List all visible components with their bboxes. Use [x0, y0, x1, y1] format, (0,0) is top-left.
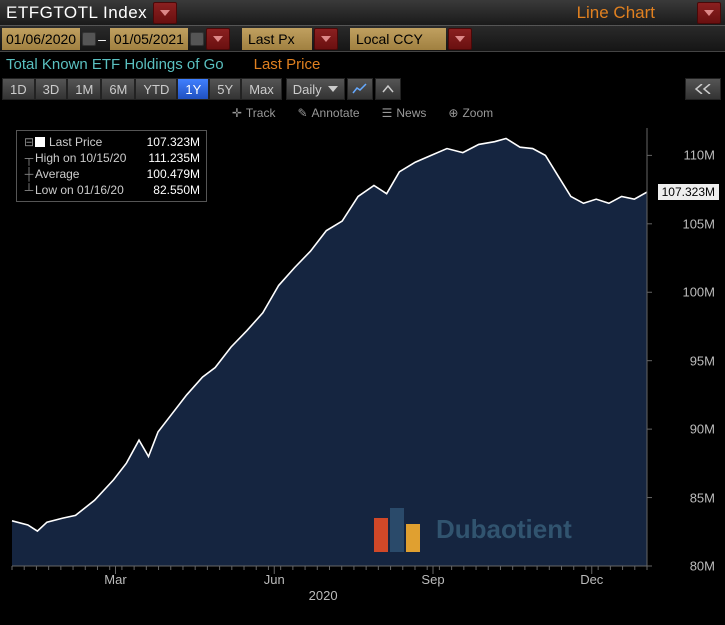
pricefield-dropdown-button[interactable] [314, 28, 338, 50]
chevron-down-icon [321, 36, 331, 42]
range-1m[interactable]: 1M [67, 78, 101, 100]
range-3d[interactable]: 3D [35, 78, 68, 100]
marker-icon: ┬ [23, 151, 35, 165]
ticker-dropdown-button[interactable] [153, 2, 177, 24]
params-bar: 01/06/2020 – 01/05/2021 Last Px Local CC… [0, 26, 725, 52]
chevron-down-icon [328, 86, 338, 92]
tools-bar: ✛Track ✎Annotate ☰News ⊕Zoom [0, 102, 725, 124]
stat-value: 107.323M [140, 135, 200, 149]
x-axis-label: Mar [104, 572, 126, 587]
double-chevron-left-icon [694, 84, 712, 94]
chevron-down-icon [704, 10, 714, 16]
stat-value: 100.479M [140, 167, 200, 181]
series-color-swatch [35, 137, 45, 147]
chart-type-label: Line Chart [577, 3, 691, 23]
stats-box: ⊟ Last Price 107.323M ┬ High on 10/15/20… [16, 130, 207, 202]
title-bar: ETFGTOTL Index Line Chart [0, 0, 725, 26]
chart-area: Dubaotient ⊟ Last Price 107.323M ┬ High … [4, 124, 719, 599]
date-from-field[interactable]: 01/06/2020 [2, 28, 80, 50]
chart-type-dropdown-button[interactable] [697, 2, 721, 24]
y-axis-label: 90M [690, 422, 715, 437]
current-value-tag: 107.323M [658, 184, 719, 200]
y-axis-label: 80M [690, 559, 715, 574]
rewind-button[interactable] [685, 78, 721, 100]
y-axis-label: 95M [690, 353, 715, 368]
watermark-logo [374, 502, 430, 558]
date-to-field[interactable]: 01/05/2021 [110, 28, 188, 50]
range-1d[interactable]: 1D [2, 78, 35, 100]
y-axis-label: 85M [690, 490, 715, 505]
legend-title: Last Price [254, 56, 321, 73]
frequency-select[interactable]: Daily [286, 78, 345, 100]
chevron-down-icon [160, 10, 170, 16]
chart-style-button[interactable] [347, 78, 373, 100]
range-5y[interactable]: 5Y [209, 78, 241, 100]
track-tool[interactable]: ✛Track [232, 106, 276, 120]
marker-icon: ┴ [23, 183, 35, 197]
range-bar: 1D3D1M6MYTD1Y5YMax Daily [0, 76, 725, 102]
chevron-down-icon [455, 36, 465, 42]
range-6m[interactable]: 6M [101, 78, 135, 100]
x-axis-label: Dec [580, 572, 603, 587]
ticker-symbol: ETFGTOTL Index [6, 3, 147, 23]
collapse-button[interactable] [375, 78, 401, 100]
marker-icon: ┼ [23, 167, 35, 181]
y-axis-label: 100M [682, 285, 715, 300]
price-field-select[interactable]: Last Px [242, 28, 312, 50]
range-1y[interactable]: 1Y [177, 78, 209, 100]
titles-row: Total Known ETF Holdings of Go Last Pric… [0, 52, 725, 76]
zoom-tool[interactable]: ⊕Zoom [448, 106, 493, 120]
calendar-icon[interactable] [190, 32, 204, 46]
ccy-dropdown-button[interactable] [448, 28, 472, 50]
stat-label: Average [35, 167, 140, 181]
calendar-icon[interactable] [82, 32, 96, 46]
annotate-tool[interactable]: ✎Annotate [297, 106, 359, 120]
news-tool[interactable]: ☰News [382, 106, 427, 120]
x-axis-label: Jun [264, 572, 285, 587]
line-chart-icon [352, 83, 368, 95]
x-axis-year: 2020 [309, 588, 338, 603]
stat-value: 82.550M [140, 183, 200, 197]
chevron-down-icon [213, 36, 223, 42]
chevron-up-icon [382, 84, 394, 94]
range-ytd[interactable]: YTD [135, 78, 177, 100]
stat-label: Last Price [49, 135, 140, 149]
date-dropdown-button[interactable] [206, 28, 230, 50]
collapse-icon[interactable]: ⊟ [23, 135, 35, 149]
x-axis-label: Sep [421, 572, 444, 587]
y-axis-label: 110M [683, 148, 715, 163]
y-axis-label: 105M [682, 216, 715, 231]
stat-label: Low on 01/16/20 [35, 183, 140, 197]
stat-value: 111.235M [140, 151, 200, 165]
series-title: Total Known ETF Holdings of Go [6, 56, 224, 73]
range-max[interactable]: Max [241, 78, 282, 100]
stat-label: High on 10/15/20 [35, 151, 140, 165]
ccy-field-select[interactable]: Local CCY [350, 28, 446, 50]
watermark-text: Dubaotient [436, 514, 572, 545]
